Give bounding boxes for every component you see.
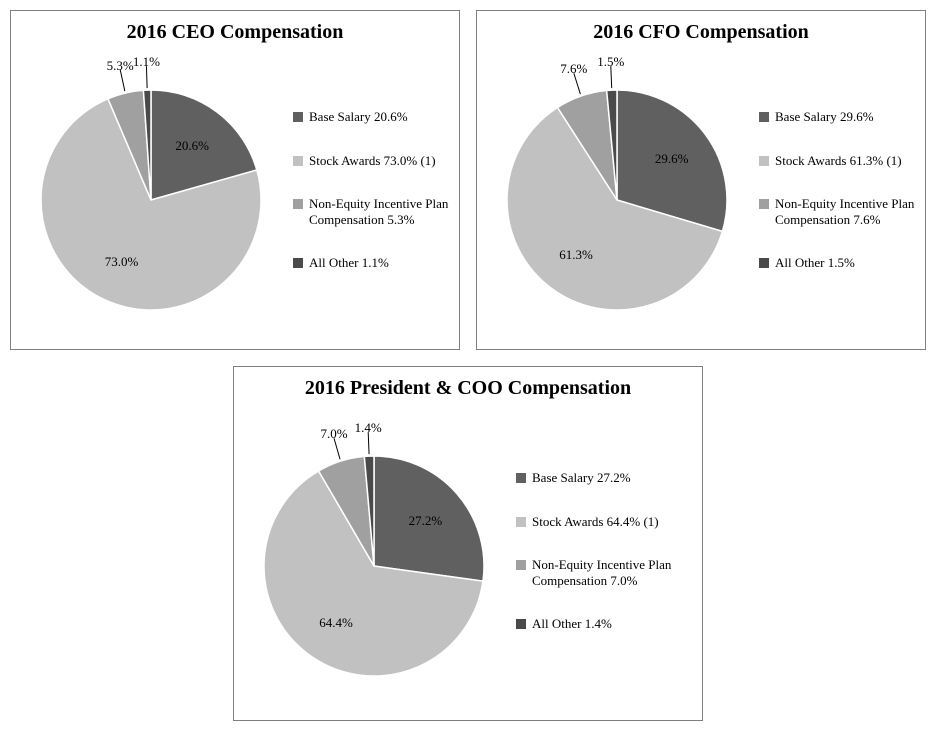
legend-item: Stock Awards 73.0% (1) [293, 153, 449, 169]
legend-label: Base Salary 20.6% [309, 109, 408, 125]
chart-body: 20.6% 73.0% 5.3%1.1% Base Salary 20.6% Stock… [21, 50, 449, 330]
legend-item: Base Salary 29.6% [759, 109, 915, 125]
legend-item: Non-Equity Incentive Plan Compensation 5… [293, 196, 449, 227]
legend-swatch [759, 258, 769, 268]
legend-swatch [516, 517, 526, 527]
legend-swatch [293, 156, 303, 166]
pie-slice-label: 73.0% [105, 254, 139, 270]
legend-item: Stock Awards 64.4% (1) [516, 514, 692, 530]
pie-chart [244, 406, 504, 696]
pie-wrap: 20.6% 73.0% 5.3%1.1% [21, 50, 281, 330]
legend-swatch [293, 112, 303, 122]
legend-label: Stock Awards 61.3% (1) [775, 153, 902, 169]
pie-slice-label: 20.6% [175, 138, 209, 154]
pie-slice-label: 7.0% [320, 426, 347, 442]
panel-ceo-compensation: 2016 CEO Compensation 20.6% 73.0% 5.3%1.1% B… [10, 10, 460, 350]
legend-label: Base Salary 29.6% [775, 109, 874, 125]
pie-slice-label: 27.2% [409, 513, 443, 529]
legend-label: Non-Equity Incentive Plan Compensation 7… [775, 196, 915, 227]
legend-swatch [516, 619, 526, 629]
legend-label: All Other 1.4% [532, 616, 612, 632]
legend-swatch [293, 199, 303, 209]
legend: Base Salary 20.6% Stock Awards 73.0% (1) N… [293, 95, 449, 285]
chart-title: 2016 CEO Compensation [21, 21, 449, 44]
legend-item: Non-Equity Incentive Plan Compensation 7… [759, 196, 915, 227]
pie-chart [21, 50, 281, 330]
legend: Base Salary 29.6% Stock Awards 61.3% (1) N… [759, 95, 915, 285]
pie-slice-label: 61.3% [559, 247, 593, 263]
legend-item: Stock Awards 61.3% (1) [759, 153, 915, 169]
legend-label: Base Salary 27.2% [532, 470, 631, 486]
charts-row-1: 2016 CEO Compensation 20.6% 73.0% 5.3%1.1% B… [10, 10, 926, 350]
pie-chart [487, 50, 747, 330]
legend-swatch [293, 258, 303, 268]
charts-grid: 2016 CEO Compensation 20.6% 73.0% 5.3%1.1% B… [10, 10, 926, 721]
pie-slice-label: 7.6% [560, 61, 587, 77]
legend-item: Non-Equity Incentive Plan Compensation 7… [516, 557, 692, 588]
pie-slice-label: 1.5% [597, 54, 624, 70]
panel-president-coo-compensation: 2016 President & COO Compensation 27.2% 64… [233, 366, 703, 721]
pie-slice-label: 29.6% [655, 151, 689, 167]
chart-title: 2016 CFO Compensation [487, 21, 915, 44]
legend-swatch [759, 156, 769, 166]
charts-row-2: 2016 President & COO Compensation 27.2% 64… [10, 366, 926, 721]
legend-label: Non-Equity Incentive Plan Compensation 5… [309, 196, 449, 227]
chart-body: 27.2% 64.4% 7.0% 1.4% Base Salary 27.2% Stock… [244, 406, 692, 696]
pie-wrap: 29.6% 61.3% 7.6% 1.5% [487, 50, 747, 330]
legend-item: All Other 1.1% [293, 255, 449, 271]
legend-label: Non-Equity Incentive Plan Compensation 7… [532, 557, 692, 588]
legend-label: Stock Awards 64.4% (1) [532, 514, 659, 530]
legend-item: All Other 1.5% [759, 255, 915, 271]
legend-swatch [759, 112, 769, 122]
legend-label: All Other 1.5% [775, 255, 855, 271]
legend-item: Base Salary 20.6% [293, 109, 449, 125]
legend-swatch [516, 473, 526, 483]
legend-swatch [759, 199, 769, 209]
pie-slice-label: 1.4% [355, 420, 382, 436]
legend-label: Stock Awards 73.0% (1) [309, 153, 436, 169]
legend-label: All Other 1.1% [309, 255, 389, 271]
legend-item: Base Salary 27.2% [516, 470, 692, 486]
chart-title: 2016 President & COO Compensation [244, 377, 692, 400]
chart-body: 29.6% 61.3% 7.6% 1.5% Base Salary 29.6% Stock… [487, 50, 915, 330]
pie-slice-label: 64.4% [319, 615, 353, 631]
panel-cfo-compensation: 2016 CFO Compensation 29.6% 61.3% 7.6% 1.5% B… [476, 10, 926, 350]
pie-wrap: 27.2% 64.4% 7.0% 1.4% [244, 406, 504, 696]
pie-slice-label: 5.3% [107, 58, 134, 74]
legend-item: All Other 1.4% [516, 616, 692, 632]
pie-slice-label: 1.1% [133, 54, 160, 70]
legend: Base Salary 27.2% Stock Awards 64.4% (1) N… [516, 456, 692, 646]
legend-swatch [516, 560, 526, 570]
